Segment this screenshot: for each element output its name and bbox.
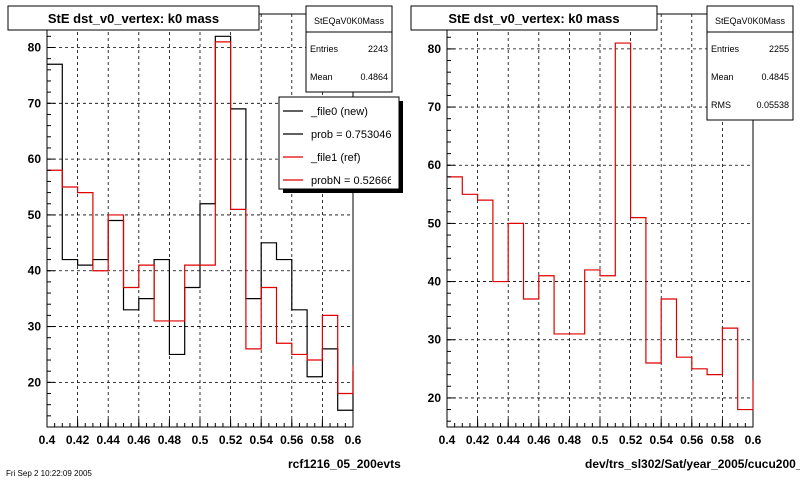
y-tick-label: 50 xyxy=(428,216,442,230)
x-tick-label: 0.46 xyxy=(527,433,551,447)
x-tick-label: 0.52 xyxy=(219,433,243,447)
x-tick-label: 0.42 xyxy=(466,433,490,447)
x-tick-label: 0.44 xyxy=(497,433,521,447)
y-tick-label: 40 xyxy=(28,264,42,278)
x-tick-label: 0.46 xyxy=(127,433,151,447)
stats-value: 0.4845 xyxy=(761,72,789,82)
x-tick-label: 0.56 xyxy=(680,433,704,447)
stats-value: 2255 xyxy=(769,44,789,54)
histogram-series--file1-ref- xyxy=(47,41,354,395)
stats-title: StEQaV0K0Mass xyxy=(715,16,786,26)
stats-label: Entries xyxy=(711,44,740,54)
y-tick-label: 80 xyxy=(428,42,442,56)
y-tick-label: 70 xyxy=(28,96,42,110)
chart-title: StE dst_v0_vertex: k0 mass xyxy=(448,11,619,26)
x-tick-label: 0.48 xyxy=(158,433,182,447)
stats-label: Mean xyxy=(310,72,333,82)
x-tick-label: 0.4 xyxy=(39,433,56,447)
x-tick-label: 0.56 xyxy=(280,433,304,447)
y-tick-label: 80 xyxy=(28,40,42,54)
x-tick-label: 0.58 xyxy=(311,433,335,447)
legend-label: prob = 0.753046 xyxy=(311,129,391,141)
right-panel: 0.4 0.42 0.44 0.46 0.48 0.5 0.52 0.54 0.56 0.58 0.… xyxy=(410,5,800,471)
y-tick-label: 20 xyxy=(428,391,442,405)
stats-value: 0.4864 xyxy=(360,72,388,82)
stats-label: Entries xyxy=(310,44,339,54)
y-tick-label: 20 xyxy=(28,375,42,389)
x-tick-label: 0.58 xyxy=(711,433,735,447)
y-tick-label: 60 xyxy=(28,152,42,166)
x-tick-label: 0.6 xyxy=(345,433,362,447)
title-box xyxy=(410,5,658,31)
y-tick-label: 30 xyxy=(428,333,442,347)
legend-label: probN = 0.526665 xyxy=(311,175,399,187)
x-tick-label: 0.52 xyxy=(619,433,643,447)
stats-label: Mean xyxy=(711,72,734,82)
x-tick-label: 0.4 xyxy=(439,433,456,447)
left-panel: 0.4 0.42 0.44 0.46 0.48 0.5 0.52 0.54 0.56 0.58 0.… xyxy=(6,5,403,478)
title-box xyxy=(7,5,260,31)
x-tick-label: 0.5 xyxy=(192,433,209,447)
x-tick-label: 0.5 xyxy=(592,433,609,447)
y-tick-label: 60 xyxy=(428,158,442,172)
x-tick-label: 0.6 xyxy=(745,433,762,447)
stats-label: RMS xyxy=(711,100,731,110)
stats-title: StEQaV0K0Mass xyxy=(314,16,385,26)
stats-box xyxy=(305,5,393,93)
y-tick-label: 70 xyxy=(428,100,442,114)
y-tick-label: 40 xyxy=(428,275,442,289)
x-tick-label: 0.44 xyxy=(97,433,121,447)
y-tick-label: 50 xyxy=(28,208,42,222)
x-tick-label: 0.48 xyxy=(558,433,582,447)
legend-label: _file1 (ref) xyxy=(310,152,361,164)
x-axis-label: dev/trs_sl302/Sat/year_2005/cucu200_minb… xyxy=(585,457,800,471)
legend-box xyxy=(278,96,400,190)
stats-box xyxy=(706,5,794,121)
y-tick-label: 30 xyxy=(28,320,42,334)
x-tick-label: 0.42 xyxy=(66,433,90,447)
footer-timestamp: Fri Sep 2 10:22:09 2005 xyxy=(6,469,92,478)
chart-title: StE dst_v0_vertex: k0 mass xyxy=(48,11,219,26)
x-tick-label: 0.54 xyxy=(650,433,674,447)
histogram-series-main xyxy=(447,42,754,411)
histogram-series--file0-new- xyxy=(47,35,354,411)
x-axis-label: rcf1216_05_200evts xyxy=(288,457,401,471)
legend-label: _file0 (new) xyxy=(310,106,368,118)
stats-value: 2243 xyxy=(368,44,388,54)
x-tick-label: 0.54 xyxy=(250,433,274,447)
stats-value: 0.05538 xyxy=(756,100,789,110)
